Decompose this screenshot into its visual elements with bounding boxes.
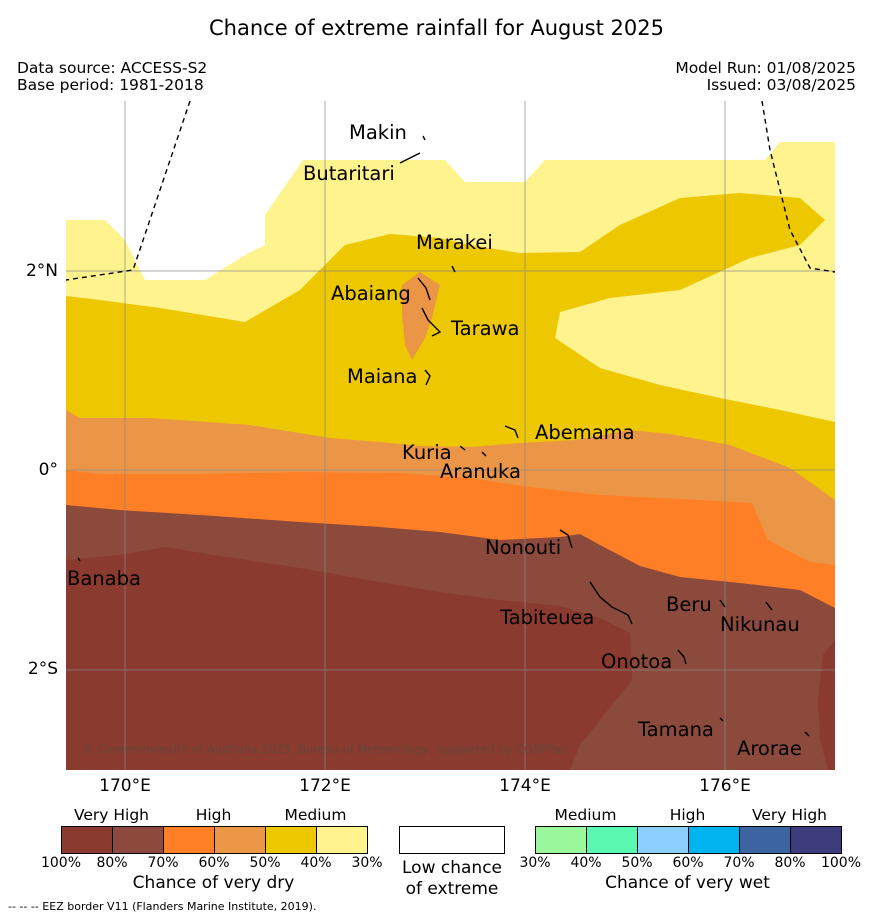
legend-dry-tick: 80% (96, 855, 128, 871)
legend-dry-swatch (215, 827, 266, 853)
legend-neutral-caption-line1: Low chance (402, 858, 502, 878)
legend-dry-swatch (266, 827, 317, 853)
legend-wet-tick: 80% (774, 855, 806, 871)
place-label-beru: Beru (666, 593, 712, 616)
legend-neutral-caption: Low chance of extreme (380, 858, 524, 900)
legend-wet-caption: Chance of very wet (605, 873, 770, 893)
place-label-nikunau: Nikunau (720, 613, 800, 636)
base-period-label: Base period: 1981-2018 (17, 76, 204, 94)
legend-wet-swatch (689, 827, 740, 853)
legend-dry-tick: 40% (300, 855, 332, 871)
model-run-label: Model Run: 01/08/2025 (675, 59, 856, 77)
legend-wet-swatch (536, 827, 587, 853)
legend-wet-tick: 40% (570, 855, 602, 871)
place-label-abemama: Abemama (535, 421, 635, 444)
legend-dry-tick: 50% (249, 855, 281, 871)
place-label-aranuka: Aranuka (440, 460, 521, 483)
map-title: Chance of extreme rainfall for August 20… (209, 16, 664, 40)
islands (77, 135, 810, 737)
place-label-nonouti: Nonouti (485, 536, 562, 559)
rainfall-map-svg (66, 101, 835, 770)
legend-wet-tick: 60% (672, 855, 704, 871)
legend-dry-swatch (317, 827, 367, 853)
legend-wet-swatch (638, 827, 689, 853)
copyright-notice: © Commonwealth of Australia 2025, Bureau… (83, 742, 568, 756)
place-label-makin: Makin (349, 121, 407, 144)
zone-very-high-dry (818, 640, 835, 770)
graticule (66, 101, 835, 770)
lon-label-172e: 172°E (299, 776, 351, 796)
place-label-butaritari: Butaritari (303, 162, 395, 185)
place-label-abaiang: Abaiang (331, 282, 411, 305)
place-label-marakei: Marakei (416, 231, 493, 254)
rainfall-map (66, 101, 835, 770)
legend-wet-swatch (791, 827, 841, 853)
legend-dry-swatch (164, 827, 215, 853)
model-run-info: Model Run: 01/08/2025 Issued: 03/08/2025 (675, 60, 856, 94)
lat-label-2n: 2°N (25, 261, 58, 281)
legend-dry-tick: 100% (40, 855, 82, 871)
lat-label-2s: 2°S (27, 659, 58, 679)
place-label-tarawa: Tarawa (451, 317, 520, 340)
lon-label-170e: 170°E (99, 776, 151, 796)
legend-wet-category-very-high: Very High (751, 806, 828, 824)
legend-wet-category-medium: Medium (554, 806, 617, 824)
legend-dry-colorbar (61, 826, 368, 854)
legend-dry-tick: 60% (198, 855, 230, 871)
legend-dry-tick: 30% (351, 855, 383, 871)
legend-wet-swatch (587, 827, 638, 853)
legend-dry-caption: Chance of very dry (132, 873, 295, 893)
place-label-banaba: Banaba (67, 567, 141, 590)
data-source-info: Data source: ACCESS-S2 Base period: 1981… (17, 60, 207, 94)
legend-wet-tick: 70% (723, 855, 755, 871)
place-label-tamana: Tamana (638, 718, 714, 741)
place-label-kuria: Kuria (402, 441, 452, 464)
legend-dry-category-medium: Medium (284, 806, 347, 824)
legend-wet-colorbar (535, 826, 842, 854)
lat-label-0: 0° (38, 460, 58, 480)
place-label-tabiteuea: Tabiteuea (500, 606, 595, 629)
legend-dry-category-high: High (195, 806, 232, 824)
legend-dry-tick: 70% (147, 855, 179, 871)
place-label-maiana: Maiana (347, 365, 418, 388)
data-source-label: Data source: ACCESS-S2 (17, 59, 208, 77)
lon-label-176e: 176°E (699, 776, 751, 796)
zone-dry-60 (402, 272, 440, 360)
legend-wet-category-high: High (669, 806, 706, 824)
legend-wet-tick: 30% (519, 855, 551, 871)
eez-border (66, 101, 835, 281)
legend-wet-swatch (740, 827, 791, 853)
place-label-onotoa: Onotoa (601, 650, 673, 673)
legend-dry-swatch (113, 827, 164, 853)
place-label-arorae: Arorae (737, 737, 802, 760)
issued-label: Issued: 03/08/2025 (706, 76, 856, 94)
lon-label-174e: 174°E (499, 776, 551, 796)
eez-border-note: -- -- -- EEZ border V11 (Flanders Marine… (8, 900, 317, 913)
legend-wet-tick: 50% (621, 855, 653, 871)
legend-dry-category-very-high: Very High (73, 806, 150, 824)
zone-very-high-dry (66, 547, 632, 770)
legend-neutral-caption-line2: of extreme (405, 879, 499, 899)
legend-dry-swatch (62, 827, 113, 853)
legend-wet-tick: 100% (820, 855, 862, 871)
legend-neutral-swatch (399, 826, 505, 854)
